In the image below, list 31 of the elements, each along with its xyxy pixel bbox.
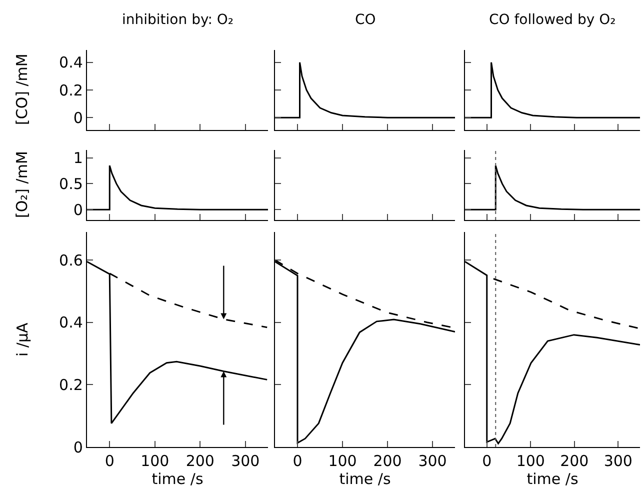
x-tick-label: 200 — [373, 452, 402, 470]
x-axis-title: time /s — [152, 470, 204, 488]
x-tick-label: 0 — [292, 452, 302, 470]
chart-title: CO — [355, 12, 376, 28]
y-tick-label: 0.5 — [59, 174, 83, 193]
x-tick-label: 100 — [140, 452, 170, 470]
y-tick-label: 0 — [73, 200, 83, 219]
x-tick-label: 100 — [328, 452, 357, 470]
chart-title: inhibition by: O₂ — [122, 12, 234, 28]
y-axis-title: i /µA — [14, 322, 32, 356]
x-tick-label: 300 — [418, 452, 447, 470]
x-axis-title: time /s — [339, 470, 391, 488]
x-axis-title: time /s — [526, 470, 578, 488]
y-axis-title: [CO] /mM — [13, 54, 31, 125]
y-tick-label: 0.2 — [59, 376, 83, 394]
x-tick-label: 200 — [560, 452, 589, 470]
y-tick-label: 0 — [73, 108, 83, 127]
chart-title: CO followed by O₂ — [489, 12, 616, 28]
x-tick-label: 200 — [186, 452, 214, 470]
y-tick-label: 0.2 — [59, 81, 83, 100]
y-tick-label: 1 — [73, 149, 83, 168]
y-tick-label: 0.6 — [59, 251, 83, 270]
x-tick-label: 0 — [104, 452, 114, 470]
y-tick-label: 0.4 — [59, 314, 83, 332]
y-tick-label: 0 — [73, 438, 83, 456]
x-tick-label: 300 — [604, 452, 632, 470]
x-tick-label: 0 — [482, 452, 492, 470]
y-axis-title: [O₂] /mM — [13, 151, 31, 218]
y-tick-label: 0.4 — [59, 54, 83, 72]
x-tick-label: 100 — [516, 452, 545, 470]
x-tick-label: 300 — [231, 452, 260, 470]
